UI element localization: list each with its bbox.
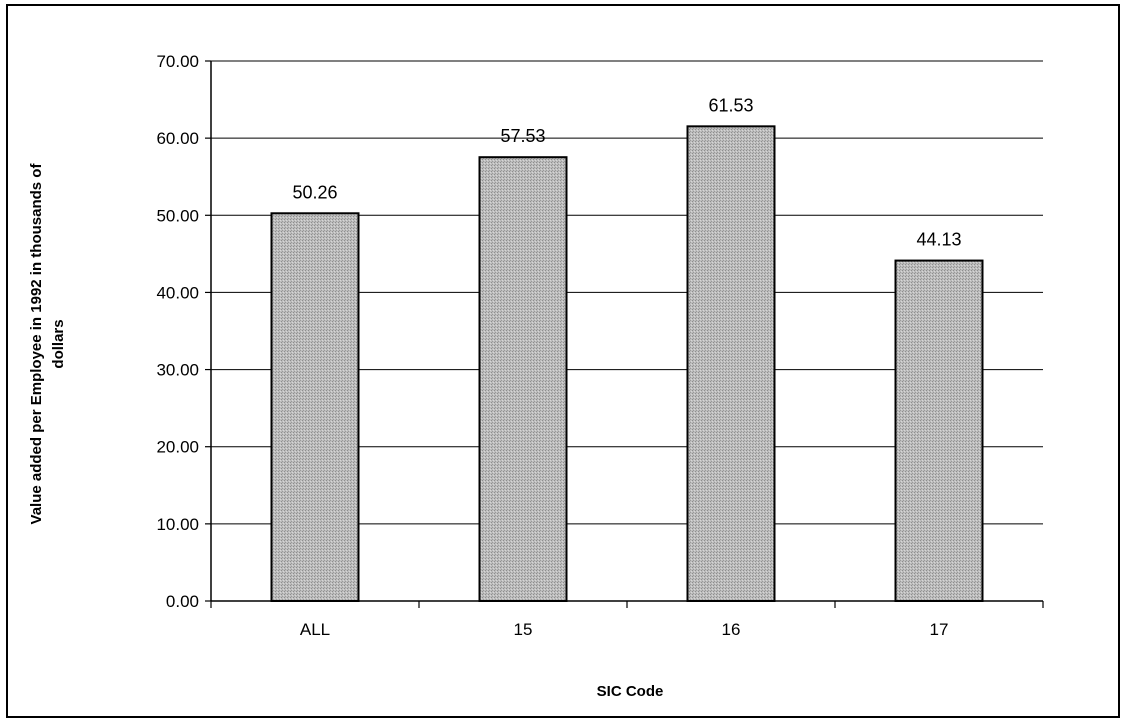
bars [270, 125, 984, 602]
y-axis-title-line2: dollars [50, 319, 67, 368]
x-tick-label: ALL [300, 620, 330, 639]
y-tick-label: 10.00 [156, 515, 199, 534]
labels: 0.00 10.00 20.00 30.00 40.00 50.00 60.00 70.00 5… [156, 52, 961, 639]
x-tick-label: 15 [514, 620, 533, 639]
x-tick-label: 17 [930, 620, 949, 639]
y-tick-label: 70.00 [156, 52, 199, 71]
y-tick-label: 50.00 [156, 206, 199, 225]
data-label-16: 61.53 [708, 95, 753, 115]
y-axis-title: Value added per Employee in 1992 in thou… [28, 163, 45, 525]
y-tick-label: 30.00 [156, 361, 199, 380]
y-tick-label: 40.00 [156, 283, 199, 302]
bar-15 [478, 156, 568, 602]
bar-17 [894, 259, 984, 602]
y-tick-label: 0.00 [166, 592, 199, 611]
bar-all [270, 212, 360, 602]
bar-chart: 0.00 10.00 20.00 30.00 40.00 50.00 60.00 70.00 5… [28, 52, 1044, 700]
y-tick-label: 20.00 [156, 438, 199, 457]
x-tick-label: 16 [722, 620, 741, 639]
data-label-17: 44.13 [916, 230, 961, 250]
x-axis-title: SIC Code [597, 683, 664, 700]
chart-frame: 0.00 10.00 20.00 30.00 40.00 50.00 60.00 70.00 5… [6, 4, 1120, 718]
bar-16 [686, 125, 776, 602]
y-tick-label: 60.00 [156, 129, 199, 148]
axes [205, 60, 1044, 608]
data-label-15: 57.53 [500, 126, 545, 146]
data-label-all: 50.26 [292, 182, 337, 202]
